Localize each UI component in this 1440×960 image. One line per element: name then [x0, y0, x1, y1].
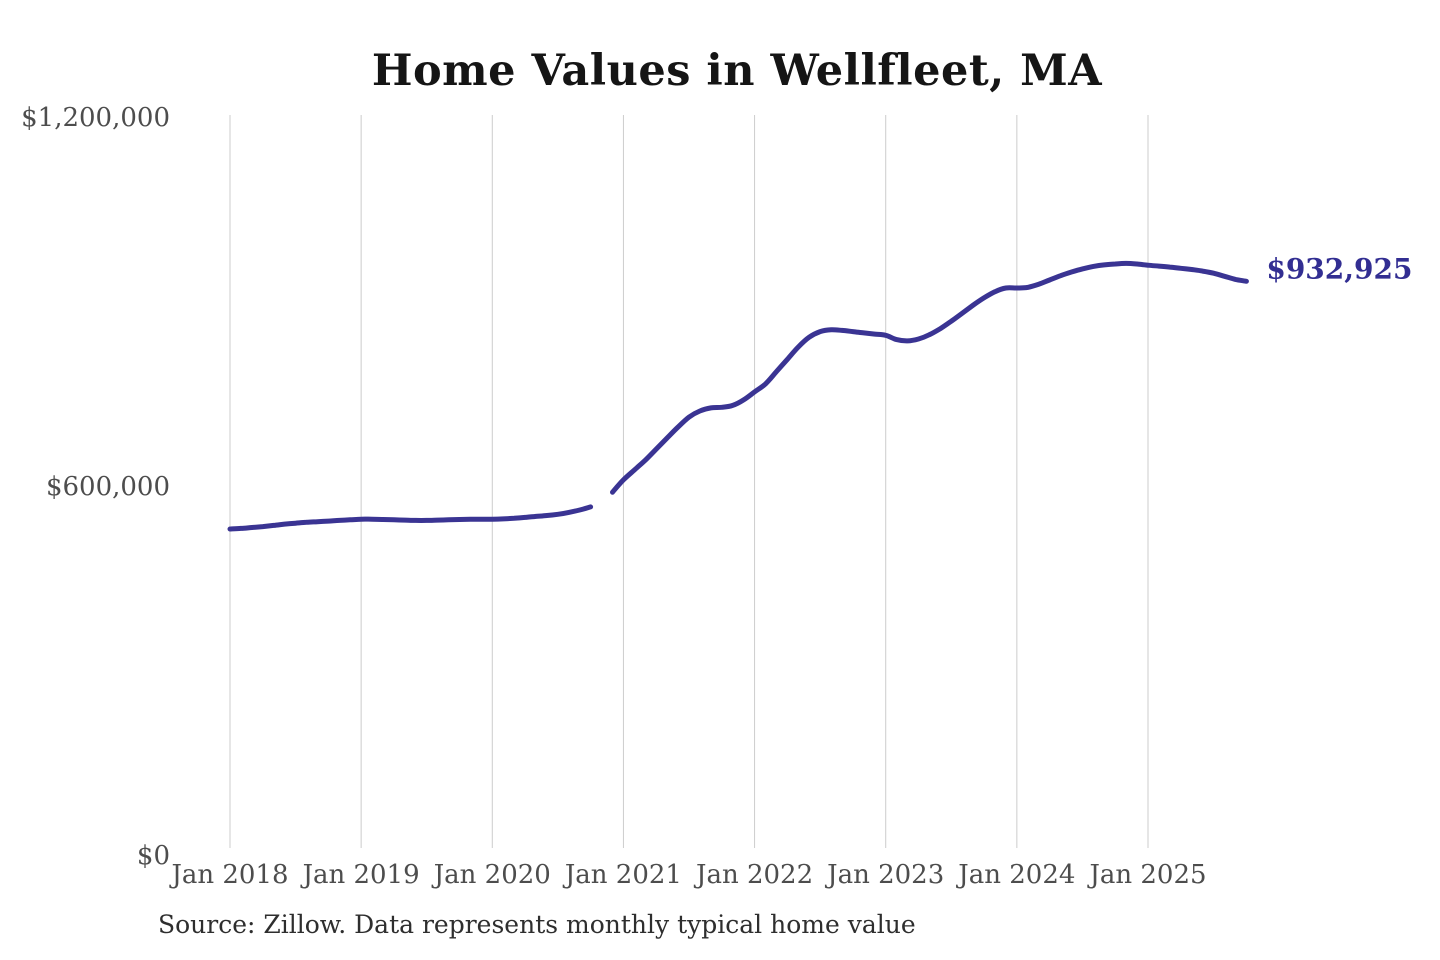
- x-tick-label: Jan 2023: [824, 860, 944, 890]
- end-value-label: $932,925: [1266, 252, 1412, 285]
- source-note: Source: Zillow. Data represents monthly …: [158, 910, 916, 939]
- x-tick-label: Jan 2022: [693, 860, 813, 890]
- y-tick-label: $1,200,000: [21, 103, 170, 133]
- x-tick-label: Jan 2021: [562, 860, 682, 890]
- y-tick-label: $600,000: [46, 472, 170, 502]
- page-title: Home Values in Wellfleet, MA: [371, 46, 1103, 96]
- home-value-line: [610, 260, 1249, 495]
- x-tick-label: Jan 2024: [955, 860, 1075, 890]
- x-tick-label: Jan 2025: [1086, 860, 1206, 890]
- y-tick-label: $0: [137, 841, 170, 871]
- x-tick-label: Jan 2018: [168, 860, 288, 890]
- x-tick-label: Jan 2020: [431, 860, 551, 890]
- x-tick-label: Jan 2019: [300, 860, 420, 890]
- home-value-line: [227, 504, 594, 532]
